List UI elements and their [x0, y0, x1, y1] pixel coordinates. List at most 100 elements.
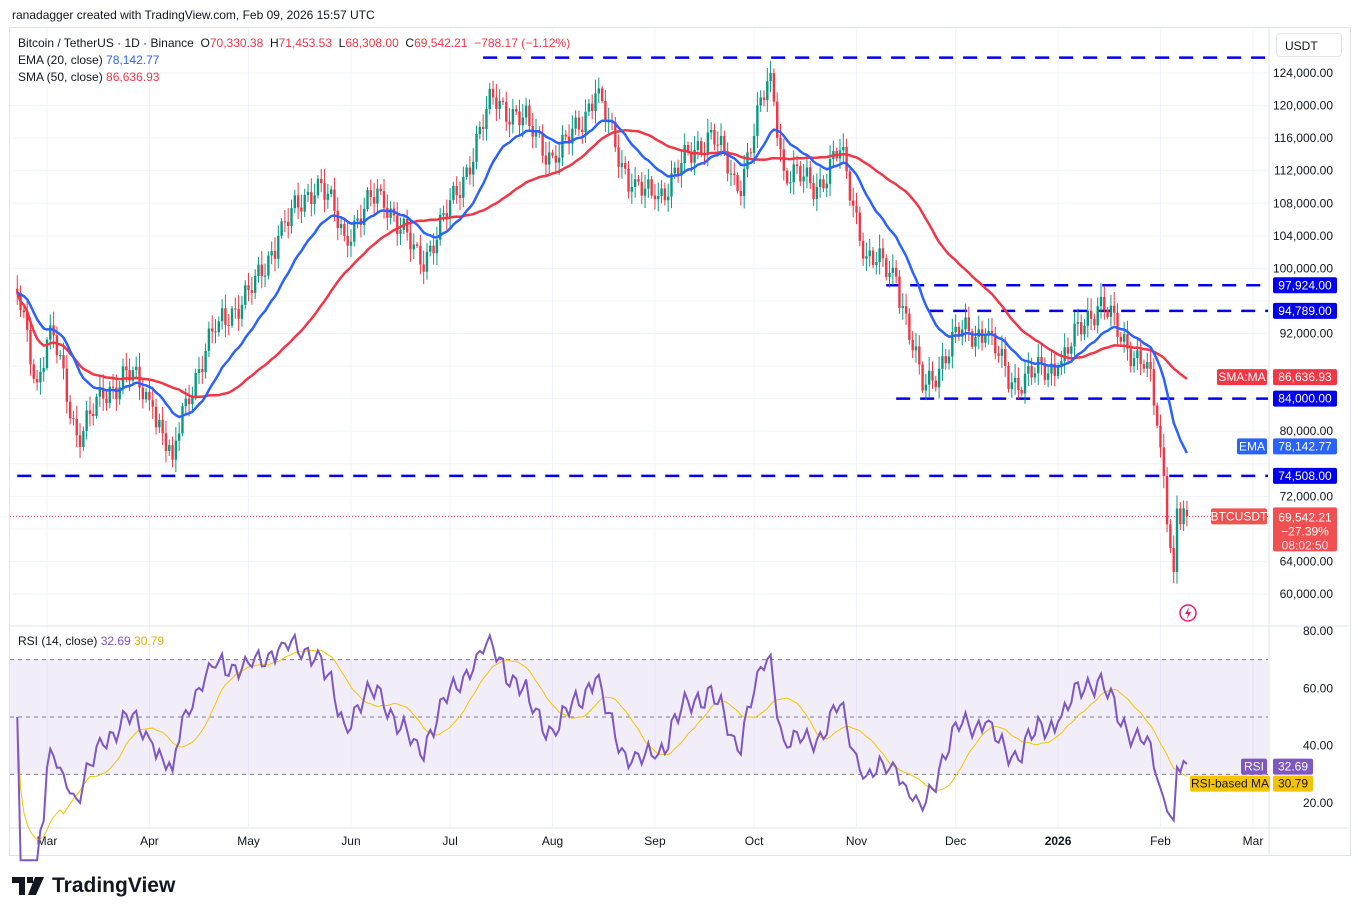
price-tick-label: 92,000.00 [1280, 327, 1334, 341]
last-price-badge [1273, 507, 1337, 552]
candle-body [987, 331, 990, 334]
candle-body [881, 248, 885, 259]
candle-body [789, 182, 792, 184]
candle-body [22, 310, 26, 313]
ema-legend-label[interactable]: EMA (20, close) [18, 53, 103, 67]
candle-body [670, 173, 673, 197]
candle-body [564, 134, 567, 137]
candle-body [491, 88, 495, 98]
candle-body [409, 232, 412, 250]
candle-body [267, 255, 270, 276]
candle-body [164, 433, 168, 451]
candle-body [1165, 475, 1169, 525]
candle-body [686, 145, 690, 153]
candle-body [257, 264, 260, 276]
candle-body [931, 370, 934, 381]
price-tick-label: 72,000.00 [1280, 489, 1334, 503]
candle-body [1169, 524, 1172, 549]
candle-body [855, 205, 858, 213]
candle-body [742, 168, 746, 197]
candle-body [105, 398, 108, 404]
candle-body [78, 435, 82, 447]
candle-body [207, 328, 211, 351]
candle-body [310, 191, 313, 205]
tradingview-logo[interactable]: TradingView [12, 874, 175, 898]
time-tick-label: Oct [745, 834, 764, 848]
candle-body [739, 191, 743, 197]
candle-body [524, 105, 528, 118]
price-tick-label: 80,000.00 [1280, 424, 1334, 438]
candle-body [1155, 405, 1159, 426]
candle-body [647, 179, 650, 189]
close-value: 69,542.21 [414, 36, 468, 50]
candle-body [1083, 325, 1086, 335]
currency-selector[interactable]: USDT [1276, 33, 1342, 57]
candle-body [951, 332, 954, 357]
lightning-event-icon [1179, 604, 1197, 622]
candle-body [1129, 348, 1132, 367]
candle-body [534, 131, 538, 137]
candle-body [366, 190, 369, 209]
candle-body [961, 329, 964, 337]
candle-body [752, 135, 756, 154]
candle-body [283, 221, 287, 223]
candle-body [729, 173, 733, 175]
candle-body [974, 336, 977, 347]
rsi-ma-badge [1273, 775, 1313, 792]
candle-body [756, 105, 759, 136]
candle-body [465, 167, 468, 177]
candle-body [191, 396, 194, 405]
candle-body [567, 136, 571, 144]
open-value: 70,330.38 [209, 36, 264, 50]
rsi-legend: RSI (14, close) 32.69 30.79 [18, 634, 164, 648]
sma-50-line [16, 128, 1188, 399]
candle-body [148, 391, 151, 401]
candle-body [1089, 310, 1093, 319]
candle-body [488, 88, 491, 110]
symbol-title[interactable]: Bitcoin / TetherUS · 1D · Binance [18, 36, 194, 50]
candle-body [967, 317, 971, 332]
rsi-legend-label[interactable]: RSI (14, close) [18, 634, 98, 648]
sma-legend-label[interactable]: SMA (50, close) [18, 70, 103, 84]
tradingview-wordmark: TradingView [52, 874, 176, 897]
close-label: C [405, 36, 415, 50]
candle-body [693, 149, 696, 163]
candle-body [719, 135, 723, 145]
candle-body [726, 151, 729, 174]
candle-body [809, 167, 812, 184]
candle-body [1003, 349, 1007, 367]
candle-body [805, 167, 809, 177]
candle-body [425, 251, 429, 272]
price-tick-label: 116,000.00 [1274, 131, 1333, 145]
candle-body [997, 353, 1000, 356]
candle-body [908, 313, 911, 340]
rsi-tick-label: 20.00 [1303, 796, 1333, 810]
time-tick-label: Sep [644, 834, 666, 848]
candle-body [316, 178, 320, 196]
candle-body [462, 176, 465, 198]
candle-body [627, 168, 630, 192]
candle-body [544, 155, 548, 165]
candle-body [82, 430, 85, 447]
candle-body [62, 355, 65, 369]
candle-body [478, 127, 482, 135]
candle-body [432, 245, 435, 254]
candle-body [766, 81, 769, 101]
rsi-tag [1241, 758, 1267, 775]
candle-body [171, 445, 174, 460]
candle-body [604, 100, 607, 123]
price-tick-label: 108,000.00 [1273, 196, 1333, 210]
candle-body [326, 193, 330, 200]
sma-price-badge [1273, 369, 1337, 386]
candle-body [118, 387, 121, 400]
candle-body [802, 176, 805, 182]
level-price-badge-text: 97,924.00 [1278, 278, 1332, 292]
candle-body [937, 368, 941, 388]
price-tick-label: 104,000.00 [1273, 229, 1333, 243]
candle-body [795, 164, 799, 167]
candle-body [663, 188, 667, 201]
candle-body [521, 117, 524, 126]
candle-body [369, 190, 373, 198]
candle-body [230, 308, 234, 326]
